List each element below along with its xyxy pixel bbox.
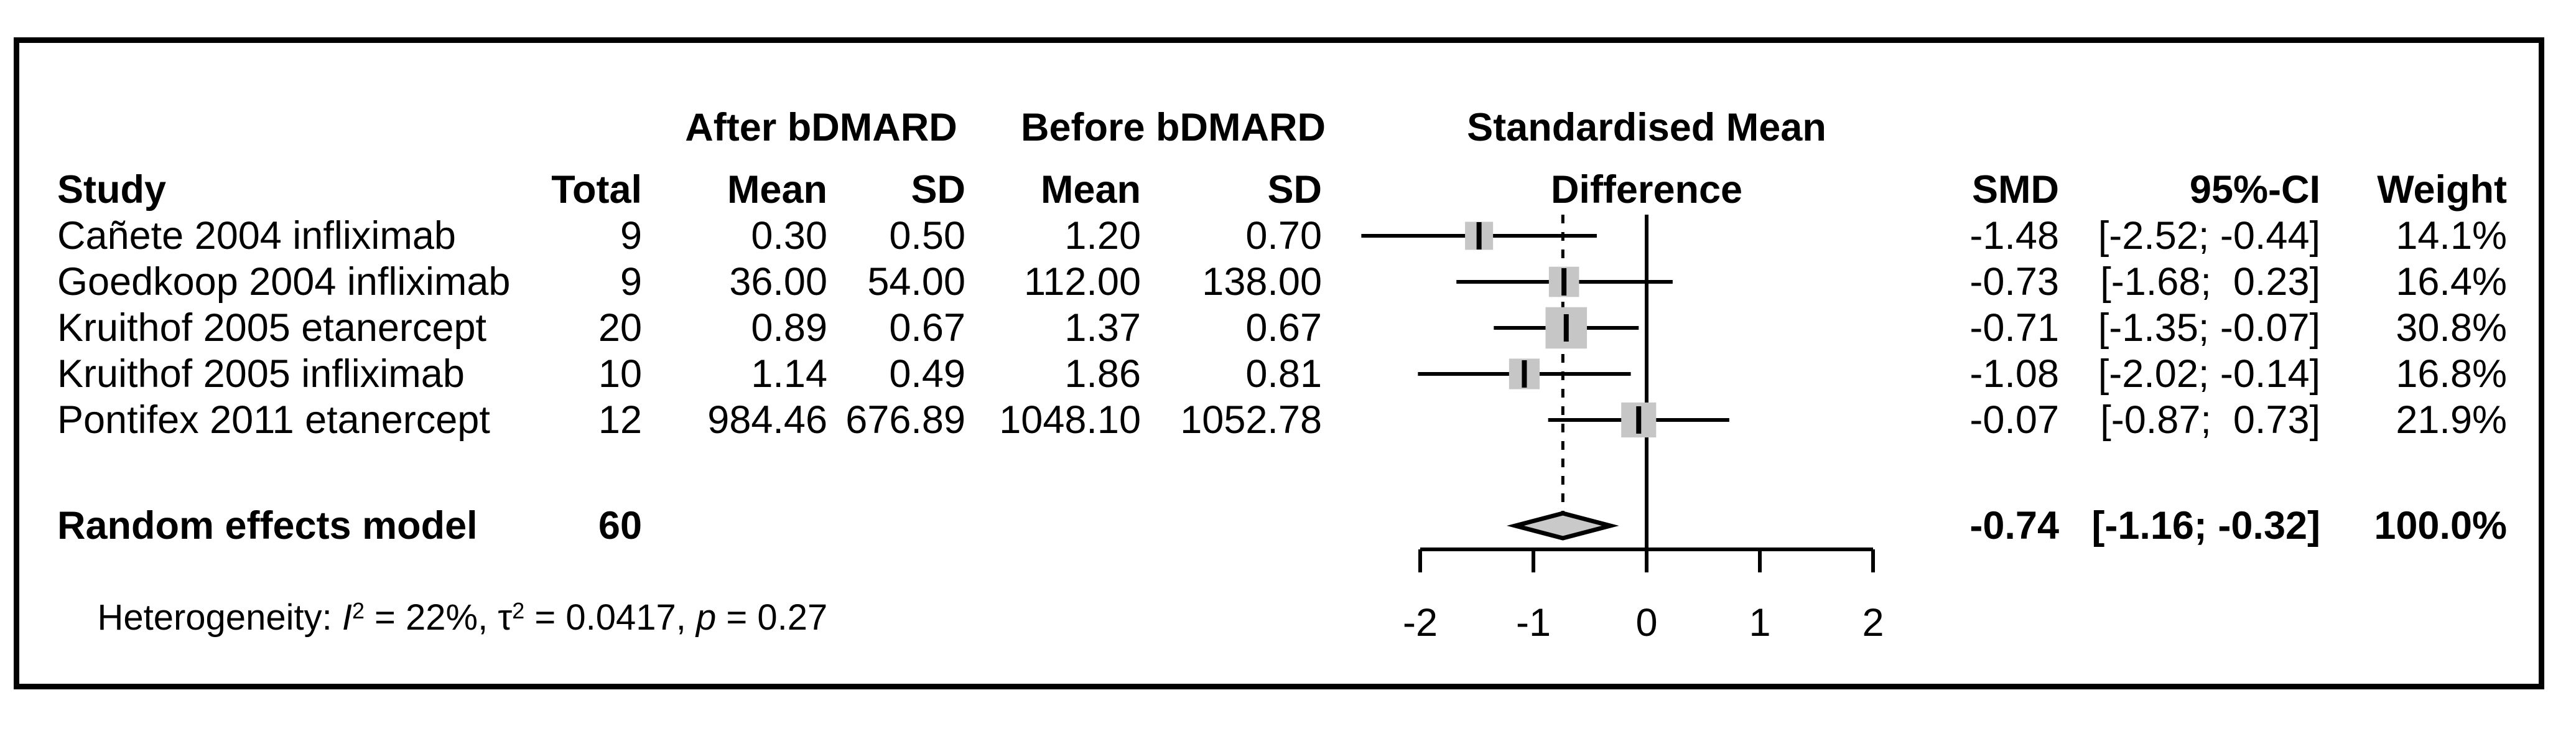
mean-after-value: 984.46: [707, 398, 827, 442]
table-row: Pontifex 2011 etanercept 12 984.46 676.8…: [57, 397, 2507, 443]
header-sd-before: SD: [1267, 168, 1322, 212]
smd-value: -0.71: [1969, 306, 2059, 350]
pooled-diamond: [1507, 511, 1619, 541]
total-value: 9: [620, 260, 642, 304]
header-mean-after: Mean: [727, 168, 827, 212]
header-mean-before: Mean: [1040, 168, 1141, 212]
header-smd: SMD: [1972, 168, 2059, 212]
sd-after-value: 0.50: [889, 214, 965, 258]
summary-total: 60: [598, 504, 642, 548]
study-name: Pontifex 2011 etanercept: [57, 398, 490, 442]
table-row: Kruithof 2005 infliximab 10 1.14 0.49 1.…: [57, 351, 2507, 397]
summary-label: Random effects model: [57, 504, 478, 548]
mean-before-value: 1.86: [1064, 352, 1141, 396]
het-tau-value: = 0.0417,: [524, 597, 697, 638]
weight-value: 16.4%: [2396, 260, 2507, 304]
het-i-symbol: I: [342, 597, 352, 638]
ci-value: [-1.68; 0.23]: [2100, 260, 2320, 304]
ci-value: [-0.87; 0.73]: [2100, 398, 2320, 442]
sd-before-value: 1052.78: [1180, 398, 1322, 442]
column-group-header-after-bdmard: After bDMARD: [685, 106, 957, 149]
study-name: Kruithof 2005 infliximab: [57, 352, 465, 396]
figure-border-frame: [14, 37, 2544, 689]
study-name: Goedkoop 2004 infliximab: [57, 260, 511, 304]
total-value: 10: [598, 352, 642, 396]
ci-value: [-1.35; -0.07]: [2098, 306, 2320, 350]
ci-value: [-2.52; -0.44]: [2098, 214, 2320, 258]
sd-before-value: 0.81: [1245, 352, 1322, 396]
sd-after-value: 54.00: [867, 260, 965, 304]
weight-value: 14.1%: [2396, 214, 2507, 258]
smd-value: -0.07: [1969, 398, 2059, 442]
sd-before-value: 0.67: [1245, 306, 1322, 350]
table-row: Kruithof 2005 etanercept 20 0.89 0.67 1.…: [57, 305, 2507, 351]
sd-before-value: 138.00: [1202, 260, 1322, 304]
summary-row: Random effects model 60 -0.74 [-1.16; -0…: [57, 503, 2507, 549]
study-name: Kruithof 2005 etanercept: [57, 306, 486, 350]
weight-value: 16.8%: [2396, 352, 2507, 396]
total-value: 9: [620, 214, 642, 258]
axis-tick-label: 1: [1749, 601, 1770, 645]
sd-before-value: 0.70: [1245, 214, 1322, 258]
summary-weight: 100.0%: [2374, 504, 2507, 548]
total-value: 20: [598, 306, 642, 350]
heterogeneity-text: Heterogeneity: I2 = 22%, τ2 = 0.0417, p …: [57, 556, 827, 684]
het-tau-sup: 2: [512, 598, 525, 624]
mean-after-value: 36.00: [729, 260, 827, 304]
weight-value: 30.8%: [2396, 306, 2507, 350]
header-weight: Weight: [2377, 168, 2507, 212]
header-ci: 95%-CI: [2189, 168, 2320, 212]
het-p-symbol: p: [696, 597, 717, 638]
header-total: Total: [551, 168, 642, 212]
mean-before-value: 1048.10: [999, 398, 1141, 442]
smd-value: -0.73: [1969, 260, 2059, 304]
axis-tick-label: -1: [1516, 601, 1551, 645]
study-name: Cañete 2004 infliximab: [57, 214, 456, 258]
mean-before-value: 1.37: [1064, 306, 1141, 350]
mean-after-value: 0.89: [751, 306, 827, 350]
header-study: Study: [57, 168, 167, 212]
table-row: Cañete 2004 infliximab 9 0.30 0.50 1.20 …: [57, 213, 2507, 259]
smd-value: -1.48: [1969, 214, 2059, 258]
plot-title-line1: Standardised Mean: [1467, 106, 1826, 149]
weight-value: 21.9%: [2396, 398, 2507, 442]
table-header-row: Study Total Mean SD Mean SD SMD 95%-CI W…: [57, 167, 2507, 213]
het-tau-symbol: τ: [498, 597, 513, 638]
mean-before-value: 112.00: [1023, 260, 1141, 304]
smd-value: -1.08: [1969, 352, 2059, 396]
axis-tick-label: -2: [1403, 601, 1438, 645]
het-i-value: = 22%,: [364, 597, 498, 638]
sd-after-value: 0.67: [889, 306, 965, 350]
sd-after-value: 676.89: [845, 398, 965, 442]
table-row: Goedkoop 2004 infliximab 9 36.00 54.00 1…: [57, 259, 2507, 305]
ci-value: [-2.02; -0.14]: [2098, 352, 2320, 396]
column-group-header-before-bdmard: Before bDMARD: [1020, 106, 1326, 149]
mean-after-value: 0.30: [751, 214, 827, 258]
het-p-value: = 0.27: [716, 597, 828, 638]
plot-title-line2: Difference: [1550, 168, 1743, 212]
total-value: 12: [598, 398, 642, 442]
axis-tick-label: 2: [1862, 601, 1884, 645]
het-prefix: Heterogeneity:: [97, 597, 342, 638]
header-sd-after: SD: [911, 168, 965, 212]
mean-before-value: 1.20: [1064, 214, 1141, 258]
axis-tick-label: 0: [1635, 601, 1657, 645]
het-i-sup: 2: [351, 598, 365, 624]
sd-after-value: 0.49: [889, 352, 965, 396]
summary-ci: [-1.16; -0.32]: [2091, 504, 2320, 548]
mean-after-value: 1.14: [751, 352, 827, 396]
summary-smd: -0.74: [1969, 504, 2059, 548]
